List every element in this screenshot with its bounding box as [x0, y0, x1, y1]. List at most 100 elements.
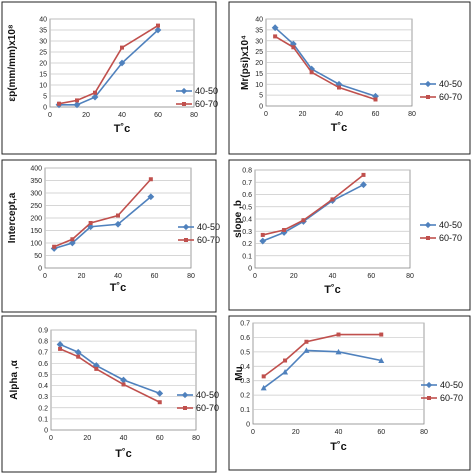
y-tick-label: 0.3: [242, 229, 252, 236]
y-tick-label: 0: [38, 266, 42, 273]
legend-label: 40-50: [439, 220, 462, 230]
y-tick-label: 0.2: [38, 405, 48, 412]
data-point-marker: [52, 244, 57, 249]
y-tick-label: 0.4: [242, 217, 252, 224]
data-point-marker: [283, 358, 288, 363]
y-tick-label: 100: [30, 241, 42, 248]
x-tick-label: 20: [292, 429, 300, 436]
y-tick-label: 0: [246, 422, 250, 429]
data-point-marker: [282, 228, 287, 233]
chart-panel-5: 0 0.1 0.2 0.3 0.4 0.5 0.6 0.7 0.8 0.9 0 20 40 60 80 Alp…: [1, 315, 219, 473]
y-tick-label: 15: [39, 72, 47, 79]
x-tick-label: 40: [335, 111, 343, 118]
data-point-marker: [337, 85, 341, 90]
data-point-marker: [147, 193, 155, 201]
legend-marker: [426, 236, 430, 240]
x-tick-label: 60: [156, 435, 164, 442]
y-tick-label: 30: [39, 39, 47, 46]
data-point-marker: [259, 237, 267, 245]
data-point-marker: [120, 45, 124, 50]
data-point-marker: [335, 348, 342, 355]
data-point-marker: [88, 221, 93, 225]
x-tick-label: 0: [264, 111, 268, 118]
legend-label: 40-50: [195, 86, 218, 96]
legend-label: 60-70: [197, 235, 220, 245]
x-tick-label: 80: [190, 112, 198, 119]
y-tick-label: 0.4: [240, 364, 250, 371]
panel-border: [228, 1, 471, 155]
legend-label: 60-70: [439, 92, 462, 102]
x-tick-label: 20: [290, 273, 298, 280]
panel-border: [1, 159, 217, 313]
legend-marker: [183, 406, 187, 410]
y-tick-label: 0: [43, 105, 47, 112]
x-tick-label: 20: [299, 111, 307, 118]
y-tick-label: 10: [39, 83, 47, 90]
data-point-marker: [336, 332, 341, 337]
y-tick-label: 0.1: [38, 416, 48, 423]
data-point-marker: [378, 357, 385, 364]
legend-label: 40-50: [440, 380, 463, 390]
x-tick-label: 0: [43, 273, 47, 280]
y-tick-label: 5: [259, 93, 263, 100]
x-tick-label: 60: [151, 273, 159, 280]
data-point-marker: [273, 34, 278, 39]
x-tick-label: 0: [49, 435, 53, 442]
y-tick-label: 0.6: [38, 361, 48, 368]
x-axis-label: T˚c: [110, 282, 127, 294]
data-point-marker: [303, 347, 310, 353]
legend-label: 40-50: [197, 222, 220, 232]
y-tick-label: 0.4: [38, 383, 48, 390]
y-axis-label: Intercept,a: [7, 192, 18, 243]
x-tick-label: 80: [192, 435, 200, 442]
x-tick-label: 40: [335, 429, 343, 436]
legend-marker: [182, 102, 186, 106]
data-point-marker: [120, 376, 127, 384]
x-tick-label: 80: [187, 273, 195, 280]
x-axis-label: T˚c: [330, 441, 347, 453]
data-point-marker: [361, 172, 366, 177]
x-axis-label: T˚c: [331, 122, 348, 134]
y-tick-label: 0.3: [38, 394, 48, 401]
y-tick-label: 15: [255, 71, 263, 78]
legend-label: 40-50: [439, 79, 462, 89]
y-tick-label: 0.1: [242, 253, 252, 260]
y-tick-label: 400: [30, 166, 42, 173]
data-point-marker: [76, 354, 81, 359]
legend-marker: [426, 95, 430, 99]
data-point-marker: [91, 93, 99, 101]
y-tick-label: 0.5: [38, 372, 48, 379]
data-point-marker: [260, 232, 265, 237]
x-tick-label: 40: [118, 112, 126, 119]
y-tick-label: 20: [255, 60, 263, 67]
y-tick-label: 0.1: [240, 407, 250, 414]
y-axis-label: εp(mm/mm)x10⁸: [7, 24, 18, 102]
y-tick-label: 0.7: [240, 321, 250, 328]
y-tick-label: 150: [30, 228, 42, 235]
x-tick-label: 20: [78, 273, 86, 280]
x-tick-label: 0: [251, 429, 255, 436]
x-axis-label: T˚c: [324, 284, 341, 296]
chart-panel-3: 0 50 100 150 200 250 300 350 400 0 20 40 60 80 Interce…: [1, 159, 220, 313]
y-tick-label: 0.7: [38, 350, 48, 357]
legend-label: 60-70: [439, 233, 462, 243]
panel-border: [1, 315, 217, 473]
y-tick-label: 0.8: [38, 339, 48, 346]
data-point-marker: [309, 70, 314, 75]
data-point-marker: [291, 45, 296, 50]
y-tick-label: 0.2: [242, 241, 252, 248]
legend-label: 60-70: [195, 99, 218, 109]
x-tick-label: 60: [372, 111, 380, 118]
y-tick-label: 300: [30, 191, 42, 198]
data-point-marker: [68, 239, 76, 247]
data-point-marker: [373, 97, 378, 102]
y-axis-label: Mr(psi)x10⁴: [240, 35, 251, 90]
data-point-marker: [75, 98, 79, 103]
data-point-marker: [282, 369, 289, 375]
y-axis-label: Alpha ,α: [9, 359, 20, 399]
x-tick-label: 0: [48, 112, 52, 119]
x-tick-label: 20: [82, 112, 90, 119]
y-tick-label: 30: [255, 38, 263, 45]
x-axis-label: T˚c: [114, 123, 131, 135]
y-tick-label: 20: [39, 61, 47, 68]
